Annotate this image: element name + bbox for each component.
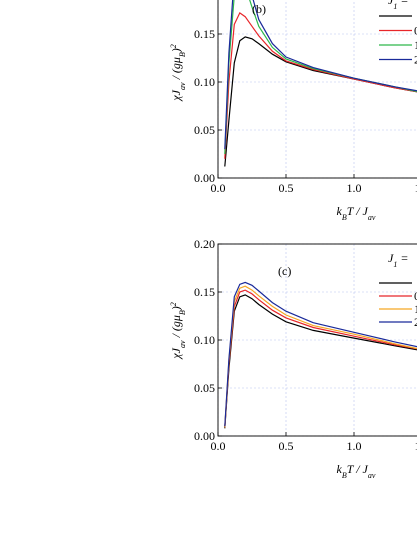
label-part: T / J [347,204,369,218]
label-part: 2 [169,302,178,306]
label-part: ) [169,48,183,53]
y-axis-label: χJav / (gμB)2 [169,302,187,359]
label-part: = [397,251,408,265]
curves [224,0,417,167]
x-tick-label: 1.0 [347,181,362,195]
curve [224,0,417,155]
y-tick-label: 0.05 [194,123,215,137]
label-part: k [337,204,343,218]
panel-label: (b) [252,2,266,16]
y-tick-label: 0.05 [194,381,215,395]
label-part: / (gμ [169,315,183,340]
y-tick-label: 0.10 [194,333,215,347]
label-part: χJ [169,347,183,359]
label-part: av [178,82,187,90]
legend-title: J1 = [388,251,408,269]
y-tick-label: 0.00 [194,171,215,185]
plot-frame [217,0,417,179]
legend-label: 2 [414,315,417,329]
x-tick-label: 1.0 [347,439,362,453]
curves [224,281,417,429]
curve [224,36,417,167]
label-part: B [178,310,187,315]
label-part: ) [169,306,183,311]
label-part: av [178,340,187,348]
y-tick-label: 0.00 [194,429,215,443]
curve [224,0,417,150]
curve [224,285,417,428]
panel-label: (c) [278,264,291,278]
x-tick-label: 0.0 [211,439,226,453]
label-part: av [368,471,376,480]
legend-title: J1 = [388,0,408,11]
label-part: B [342,213,347,222]
panel: 0.00.51.01.50.000.050.100.150.20012(c)J1… [169,237,417,480]
y-tick-label: 0.10 [194,75,215,89]
x-tick-label: 0.0 [211,181,226,195]
y-axis-label: χJav / (gμB)2 [169,44,187,101]
legend-label: 2 [414,53,417,67]
curve [224,294,417,429]
x-axis-label: kBT / Jav [337,462,376,480]
label-part: 2 [169,44,178,48]
label-part: 1 [393,2,397,11]
label-part: 1 [393,260,397,269]
legend-label: 0 [414,289,417,303]
y-tick-label: 0.15 [194,27,215,41]
x-tick-label: 0.5 [279,439,294,453]
label-part: av [368,213,376,222]
curve [224,289,417,428]
x-tick-label: 1.5 [415,439,417,453]
legend-label: 1 [414,302,417,316]
label-part: k [337,462,343,476]
label-part: = [397,0,408,7]
label-part: χJ [169,89,183,101]
x-tick-label: 0.5 [279,181,294,195]
x-tick-label: 1.5 [415,181,417,195]
label-part: J [388,251,394,265]
y-tick-label: 0.20 [194,237,215,251]
label-part: J [388,0,394,7]
legend-label: 0 [414,24,417,38]
label-part: B [342,471,347,480]
label-part: / (gμ [169,57,183,82]
curve [224,281,417,427]
x-axis-label: kBT / Jav [337,204,376,222]
label-part: B [178,52,187,57]
legend-label: 1 [414,38,417,52]
plot-frame [217,243,417,437]
y-tick-label: 0.15 [194,285,215,299]
curve [224,12,417,159]
label-part: T / J [347,462,369,476]
